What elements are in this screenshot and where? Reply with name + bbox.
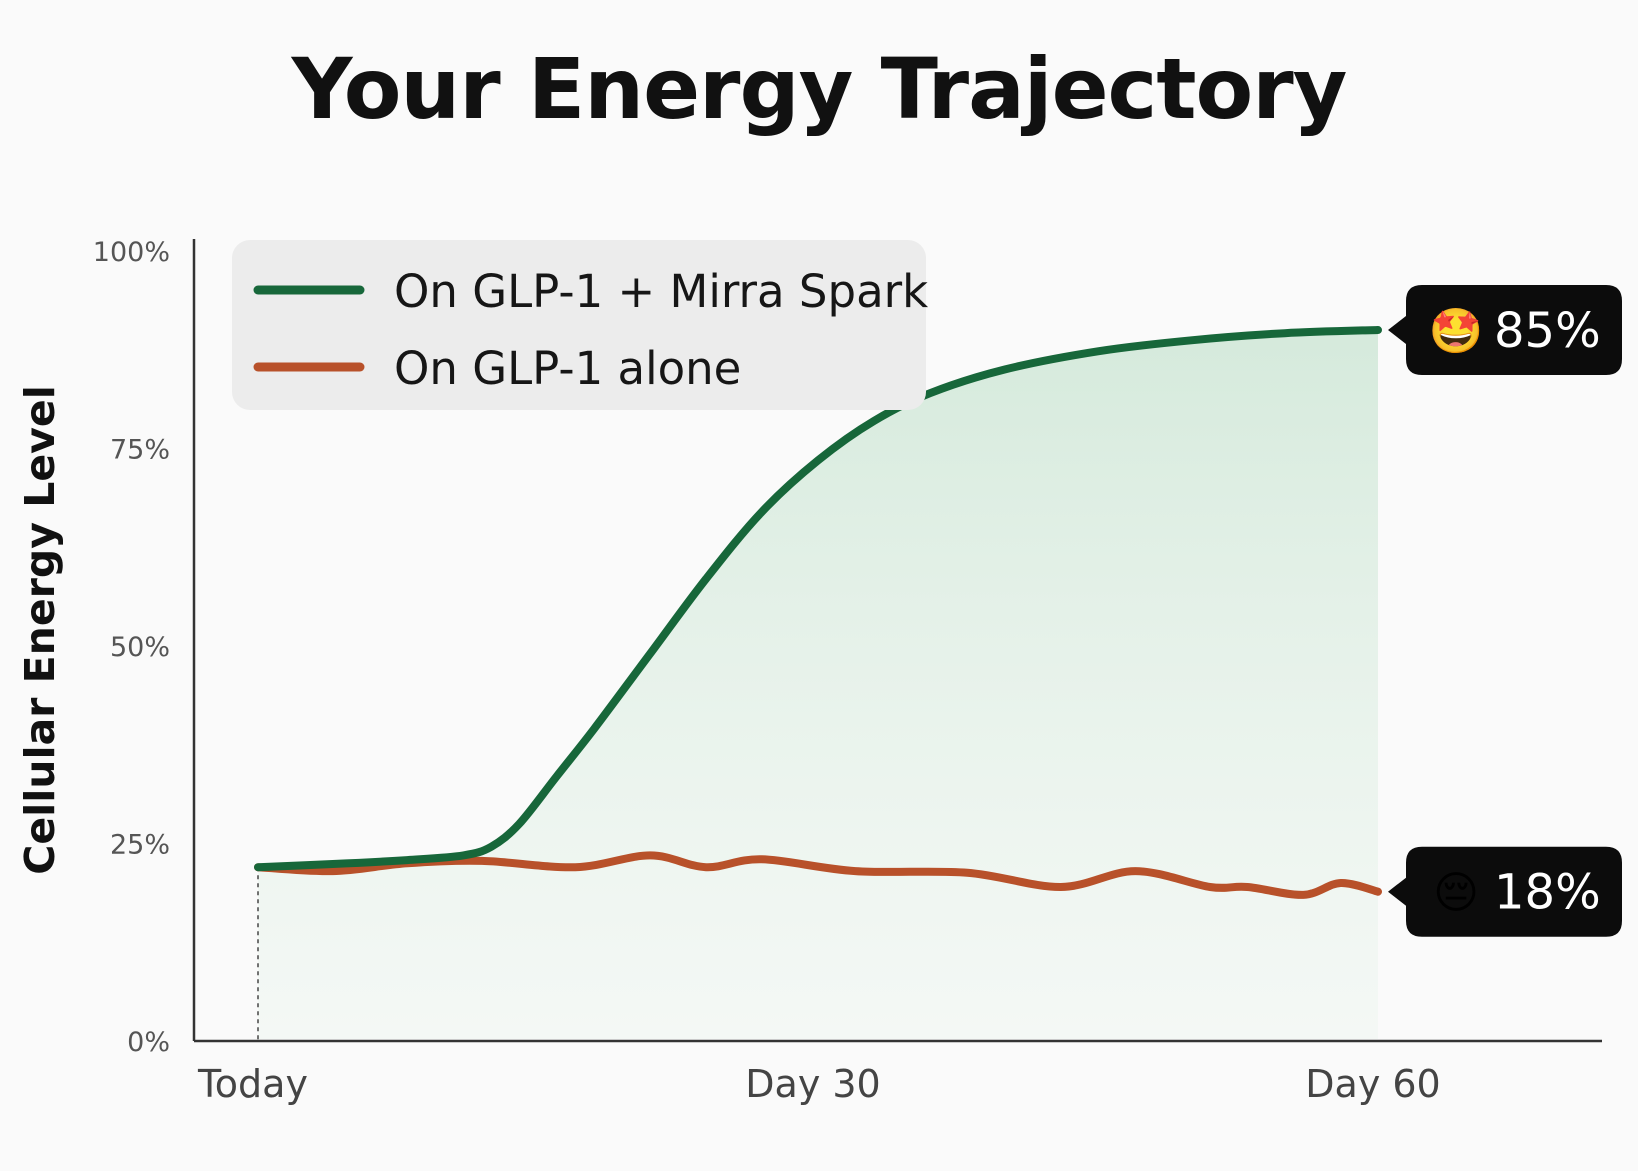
end-label-callout-spark: 🤩 85% bbox=[1388, 285, 1622, 375]
legend: On GLP-1 + Mirra Spark On GLP-1 alone bbox=[232, 240, 928, 410]
x-tick-label: Today bbox=[197, 1062, 308, 1106]
x-tick-label: Day 60 bbox=[1305, 1062, 1440, 1106]
y-tick-label: 0% bbox=[127, 1027, 170, 1058]
starstruck-emoji-icon: 🤩 bbox=[1429, 306, 1484, 357]
pensive-emoji-icon: 😔 bbox=[1433, 868, 1479, 919]
y-tick-label: 100% bbox=[93, 237, 170, 268]
chart-title: Your Energy Trajectory bbox=[291, 40, 1348, 138]
legend-label-glp1-mirra-spark: On GLP-1 + Mirra Spark bbox=[394, 265, 928, 318]
y-axis-label: Cellular Energy Level bbox=[16, 385, 64, 875]
callout-background bbox=[1388, 285, 1622, 375]
y-tick-label: 75% bbox=[110, 435, 170, 466]
gap-area bbox=[258, 330, 1378, 1039]
end-value-label: 85% bbox=[1494, 303, 1601, 359]
end-label-callout-alone: 😔 18% bbox=[1388, 846, 1622, 937]
y-tick-label: 50% bbox=[110, 632, 170, 663]
end-value-label: 18% bbox=[1494, 865, 1601, 921]
legend-background bbox=[232, 240, 926, 410]
series-line-glp1-mirra-spark bbox=[254, 326, 1382, 872]
callout-background bbox=[1388, 846, 1622, 937]
x-tick-label: Day 30 bbox=[745, 1062, 880, 1106]
series-line-glp1-alone bbox=[254, 851, 1382, 899]
y-tick-label: 25% bbox=[110, 830, 170, 861]
legend-label-glp1-alone: On GLP-1 alone bbox=[394, 342, 741, 395]
